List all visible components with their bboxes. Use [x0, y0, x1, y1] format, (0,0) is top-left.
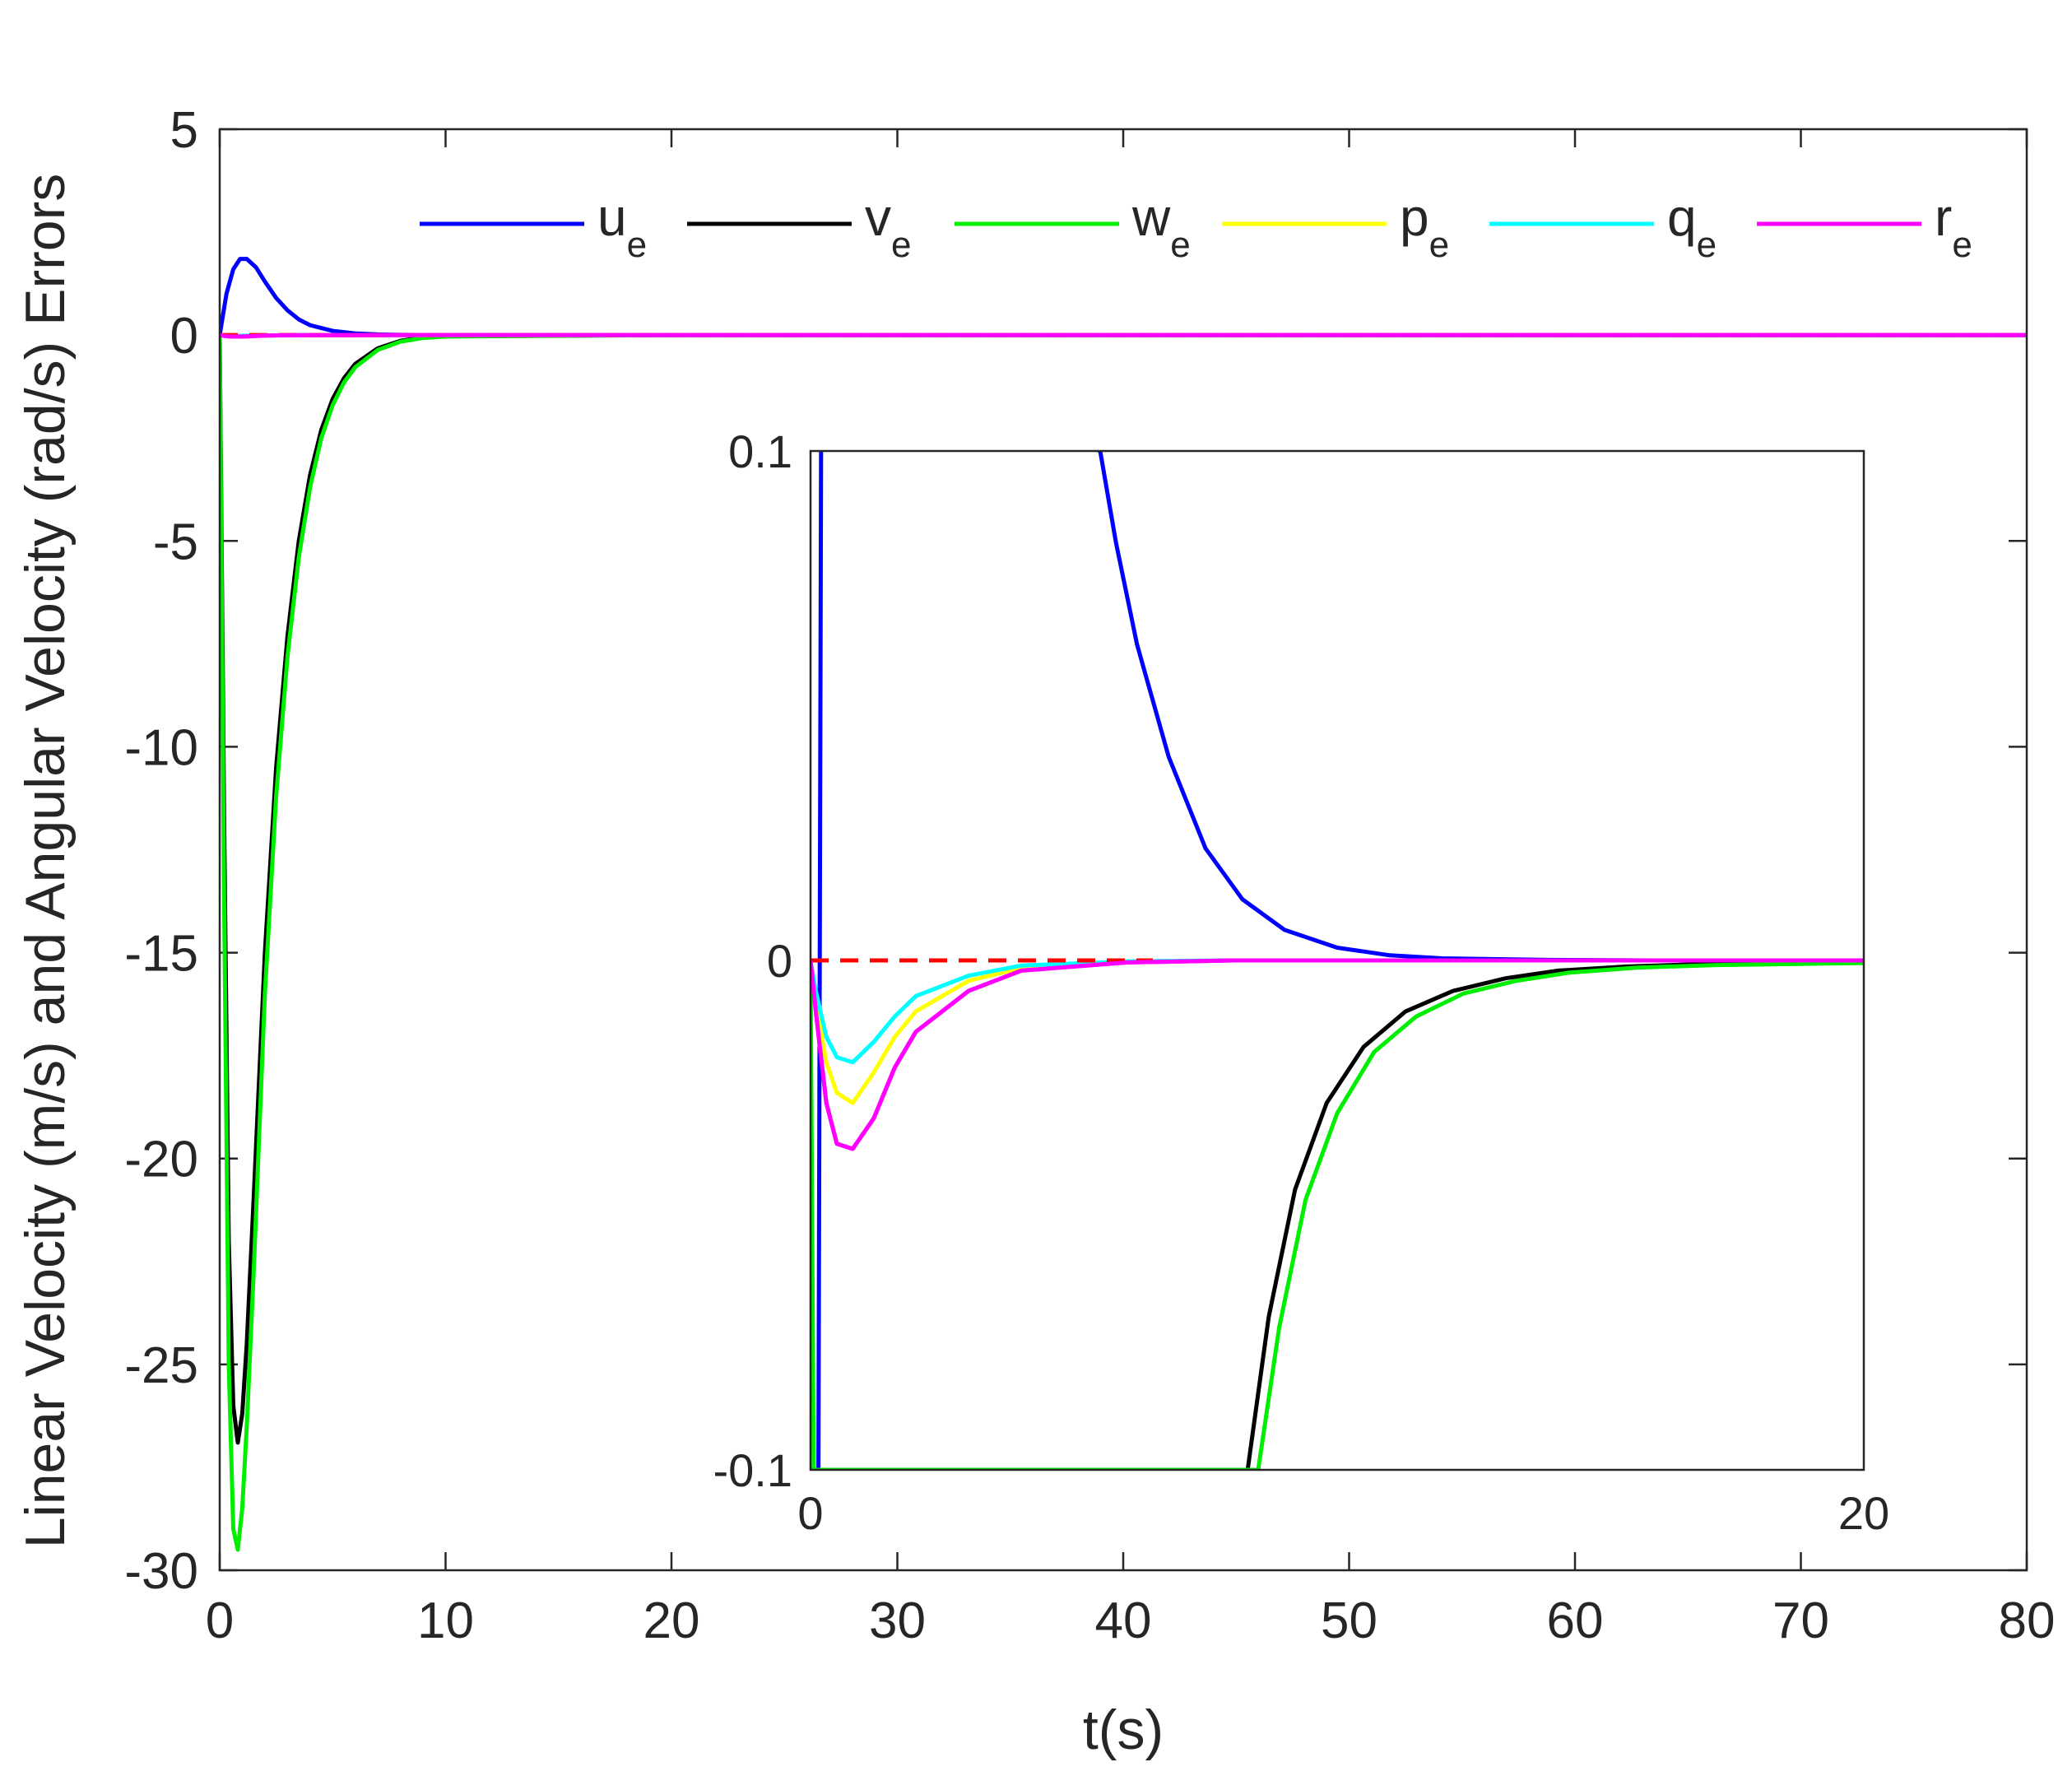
inset-plot-frame [809, 449, 1865, 1471]
x-tick-label: 10 [417, 1592, 474, 1649]
x-axis-label: t(s) [1083, 1699, 1164, 1761]
main-plot-frame [218, 128, 2028, 1572]
inset-plot: 0.10-0.10 20 [713, 425, 1890, 1539]
main-top-series-r-line [220, 332, 2027, 339]
x-tick-label: 20 [643, 1592, 700, 1649]
legend-entry-subscript: e [627, 225, 647, 265]
inset-series-w-line [811, 960, 1864, 1470]
legend-entry-subscript: e [891, 225, 911, 265]
y-tick-label: -5 [153, 514, 198, 570]
y-tick-label: -25 [124, 1337, 198, 1394]
y-tick-label: 0 [170, 308, 198, 365]
x-tick-label: 50 [1321, 1592, 1377, 1649]
inset-y-tick-label: 0 [767, 935, 792, 987]
legend-entry-subscript: e [1429, 225, 1449, 265]
inset-x-tick-label: 20 [1838, 1487, 1889, 1539]
inset-y-tick-label: -0.1 [713, 1444, 793, 1496]
x-tick-label: 60 [1547, 1592, 1604, 1649]
x-tick-label: 70 [1772, 1592, 1829, 1649]
x-tick-label: 80 [1999, 1592, 2056, 1649]
legend-entry-subscript: e [1170, 225, 1190, 265]
x-tick-label: 0 [206, 1592, 234, 1649]
x-tick-label: 40 [1095, 1592, 1152, 1649]
y-tick-label: 5 [170, 102, 198, 159]
legend-entry-subscript: e [1697, 225, 1717, 265]
inset-x-tick-label: 0 [797, 1487, 823, 1539]
legend-entry-subscript: e [1952, 225, 1972, 265]
y-tick-label: -15 [124, 926, 198, 983]
y-axis-label: Linear Velocity (m/s) and Angular Veloci… [14, 174, 77, 1548]
main-series-w-line [220, 332, 2027, 1552]
inset-top-series-r-line [811, 958, 1864, 1151]
inset-y-tick-label: 0.1 [728, 425, 792, 477]
x-tick-label: 30 [869, 1592, 926, 1649]
y-tick-label: -10 [124, 719, 198, 776]
y-tick-label: -30 [124, 1543, 198, 1600]
y-tick-label: -20 [124, 1132, 198, 1188]
